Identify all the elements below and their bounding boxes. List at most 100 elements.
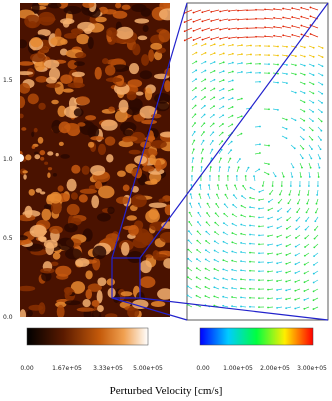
- arrow-head: [241, 62, 243, 64]
- arrow-head: [195, 285, 198, 288]
- arrow-head: [237, 9, 239, 12]
- arrow-head: [240, 232, 243, 235]
- arrow-head: [303, 290, 306, 292]
- blob: [105, 233, 120, 243]
- blob: [105, 313, 118, 317]
- blob: [55, 152, 59, 157]
- arrow-head: [187, 230, 190, 233]
- arrow: [237, 18, 247, 21]
- arrow-head: [240, 260, 242, 263]
- arrow-head: [315, 202, 318, 205]
- arrow-head: [309, 15, 312, 18]
- blob: [71, 71, 85, 77]
- arrow: [229, 9, 238, 12]
- blob: [117, 170, 126, 177]
- arrow-head: [295, 228, 298, 231]
- blob: [145, 254, 153, 259]
- arrow-head: [267, 288, 269, 291]
- arrow-head: [285, 280, 288, 283]
- blob: [51, 200, 62, 215]
- blob: [49, 191, 62, 204]
- arrow-head: [306, 202, 309, 205]
- blob: [106, 27, 118, 38]
- arrow-head: [319, 148, 322, 151]
- arrow-head: [204, 60, 207, 63]
- arrow-head: [192, 39, 195, 41]
- blob: [20, 235, 28, 241]
- arrow-head: [195, 60, 198, 63]
- arrow-head: [202, 139, 205, 142]
- velocity-colorbar: [199, 327, 314, 346]
- arrow-head: [192, 20, 195, 23]
- blob: [35, 75, 48, 83]
- blob: [30, 53, 46, 63]
- blob: [153, 254, 169, 261]
- arrow-head: [204, 258, 207, 261]
- arrow-head: [210, 29, 213, 31]
- blob: [90, 165, 106, 176]
- arrow-head: [258, 252, 260, 255]
- arrow-head: [276, 289, 278, 291]
- arrow-head: [212, 131, 215, 134]
- arrow-head: [303, 119, 306, 122]
- arrow-head: [267, 217, 270, 220]
- arrow-head: [321, 92, 324, 95]
- arrow-head: [300, 24, 303, 27]
- arrow-head: [221, 131, 224, 134]
- blob: [106, 278, 116, 286]
- arrow-head: [276, 235, 279, 238]
- blob: [121, 4, 131, 10]
- arrow-head: [183, 39, 186, 42]
- zoom-lines: [111, 2, 329, 321]
- blob: [38, 46, 49, 54]
- arrow-head: [321, 83, 324, 86]
- arrow-head: [276, 227, 279, 230]
- blob: [60, 18, 75, 25]
- arrow-head: [294, 64, 297, 67]
- arrow-head: [303, 92, 306, 94]
- arrow-head: [295, 237, 297, 239]
- blob: [132, 299, 149, 310]
- arrow: [193, 27, 202, 32]
- arrow-head: [231, 259, 234, 262]
- arrow-head: [303, 129, 305, 131]
- arrow-head: [276, 244, 279, 247]
- arrow-head: [187, 267, 189, 269]
- arrow-head: [214, 221, 217, 224]
- arrow-head: [225, 184, 228, 187]
- arrow-head: [295, 219, 298, 222]
- arrow-head: [312, 110, 315, 113]
- arrow-head: [320, 139, 322, 141]
- arrow-head: [231, 123, 234, 126]
- colorbar-label: 5.00e+05: [133, 365, 163, 372]
- arrow-head: [246, 18, 248, 21]
- arrow-head: [277, 63, 279, 66]
- arrow-head: [259, 80, 261, 83]
- arrow-head: [312, 281, 315, 284]
- arrow: [211, 27, 220, 31]
- blob: [60, 154, 70, 159]
- arrow-head: [201, 20, 204, 23]
- blob: [100, 119, 118, 131]
- arrow-head: [259, 152, 261, 154]
- blob: [20, 96, 26, 109]
- arrow-head: [206, 202, 209, 205]
- arrow-head: [188, 211, 191, 214]
- blob: [58, 141, 64, 146]
- arrow-head: [249, 215, 251, 218]
- arrow-head: [271, 185, 274, 187]
- arrow-head: [279, 193, 281, 196]
- blob: [20, 71, 34, 76]
- arrow-head: [189, 202, 191, 205]
- arrow-head: [202, 148, 204, 151]
- arrow-head: [314, 220, 317, 223]
- arrow-head: [268, 54, 270, 57]
- arrow-head: [231, 268, 234, 271]
- arrow-head: [268, 72, 270, 75]
- arrow-head: [204, 267, 207, 270]
- blob: [65, 248, 82, 260]
- arrow-head: [213, 268, 216, 270]
- arrow-head: [234, 184, 236, 187]
- blob: [135, 91, 144, 96]
- arrow-head: [240, 305, 242, 308]
